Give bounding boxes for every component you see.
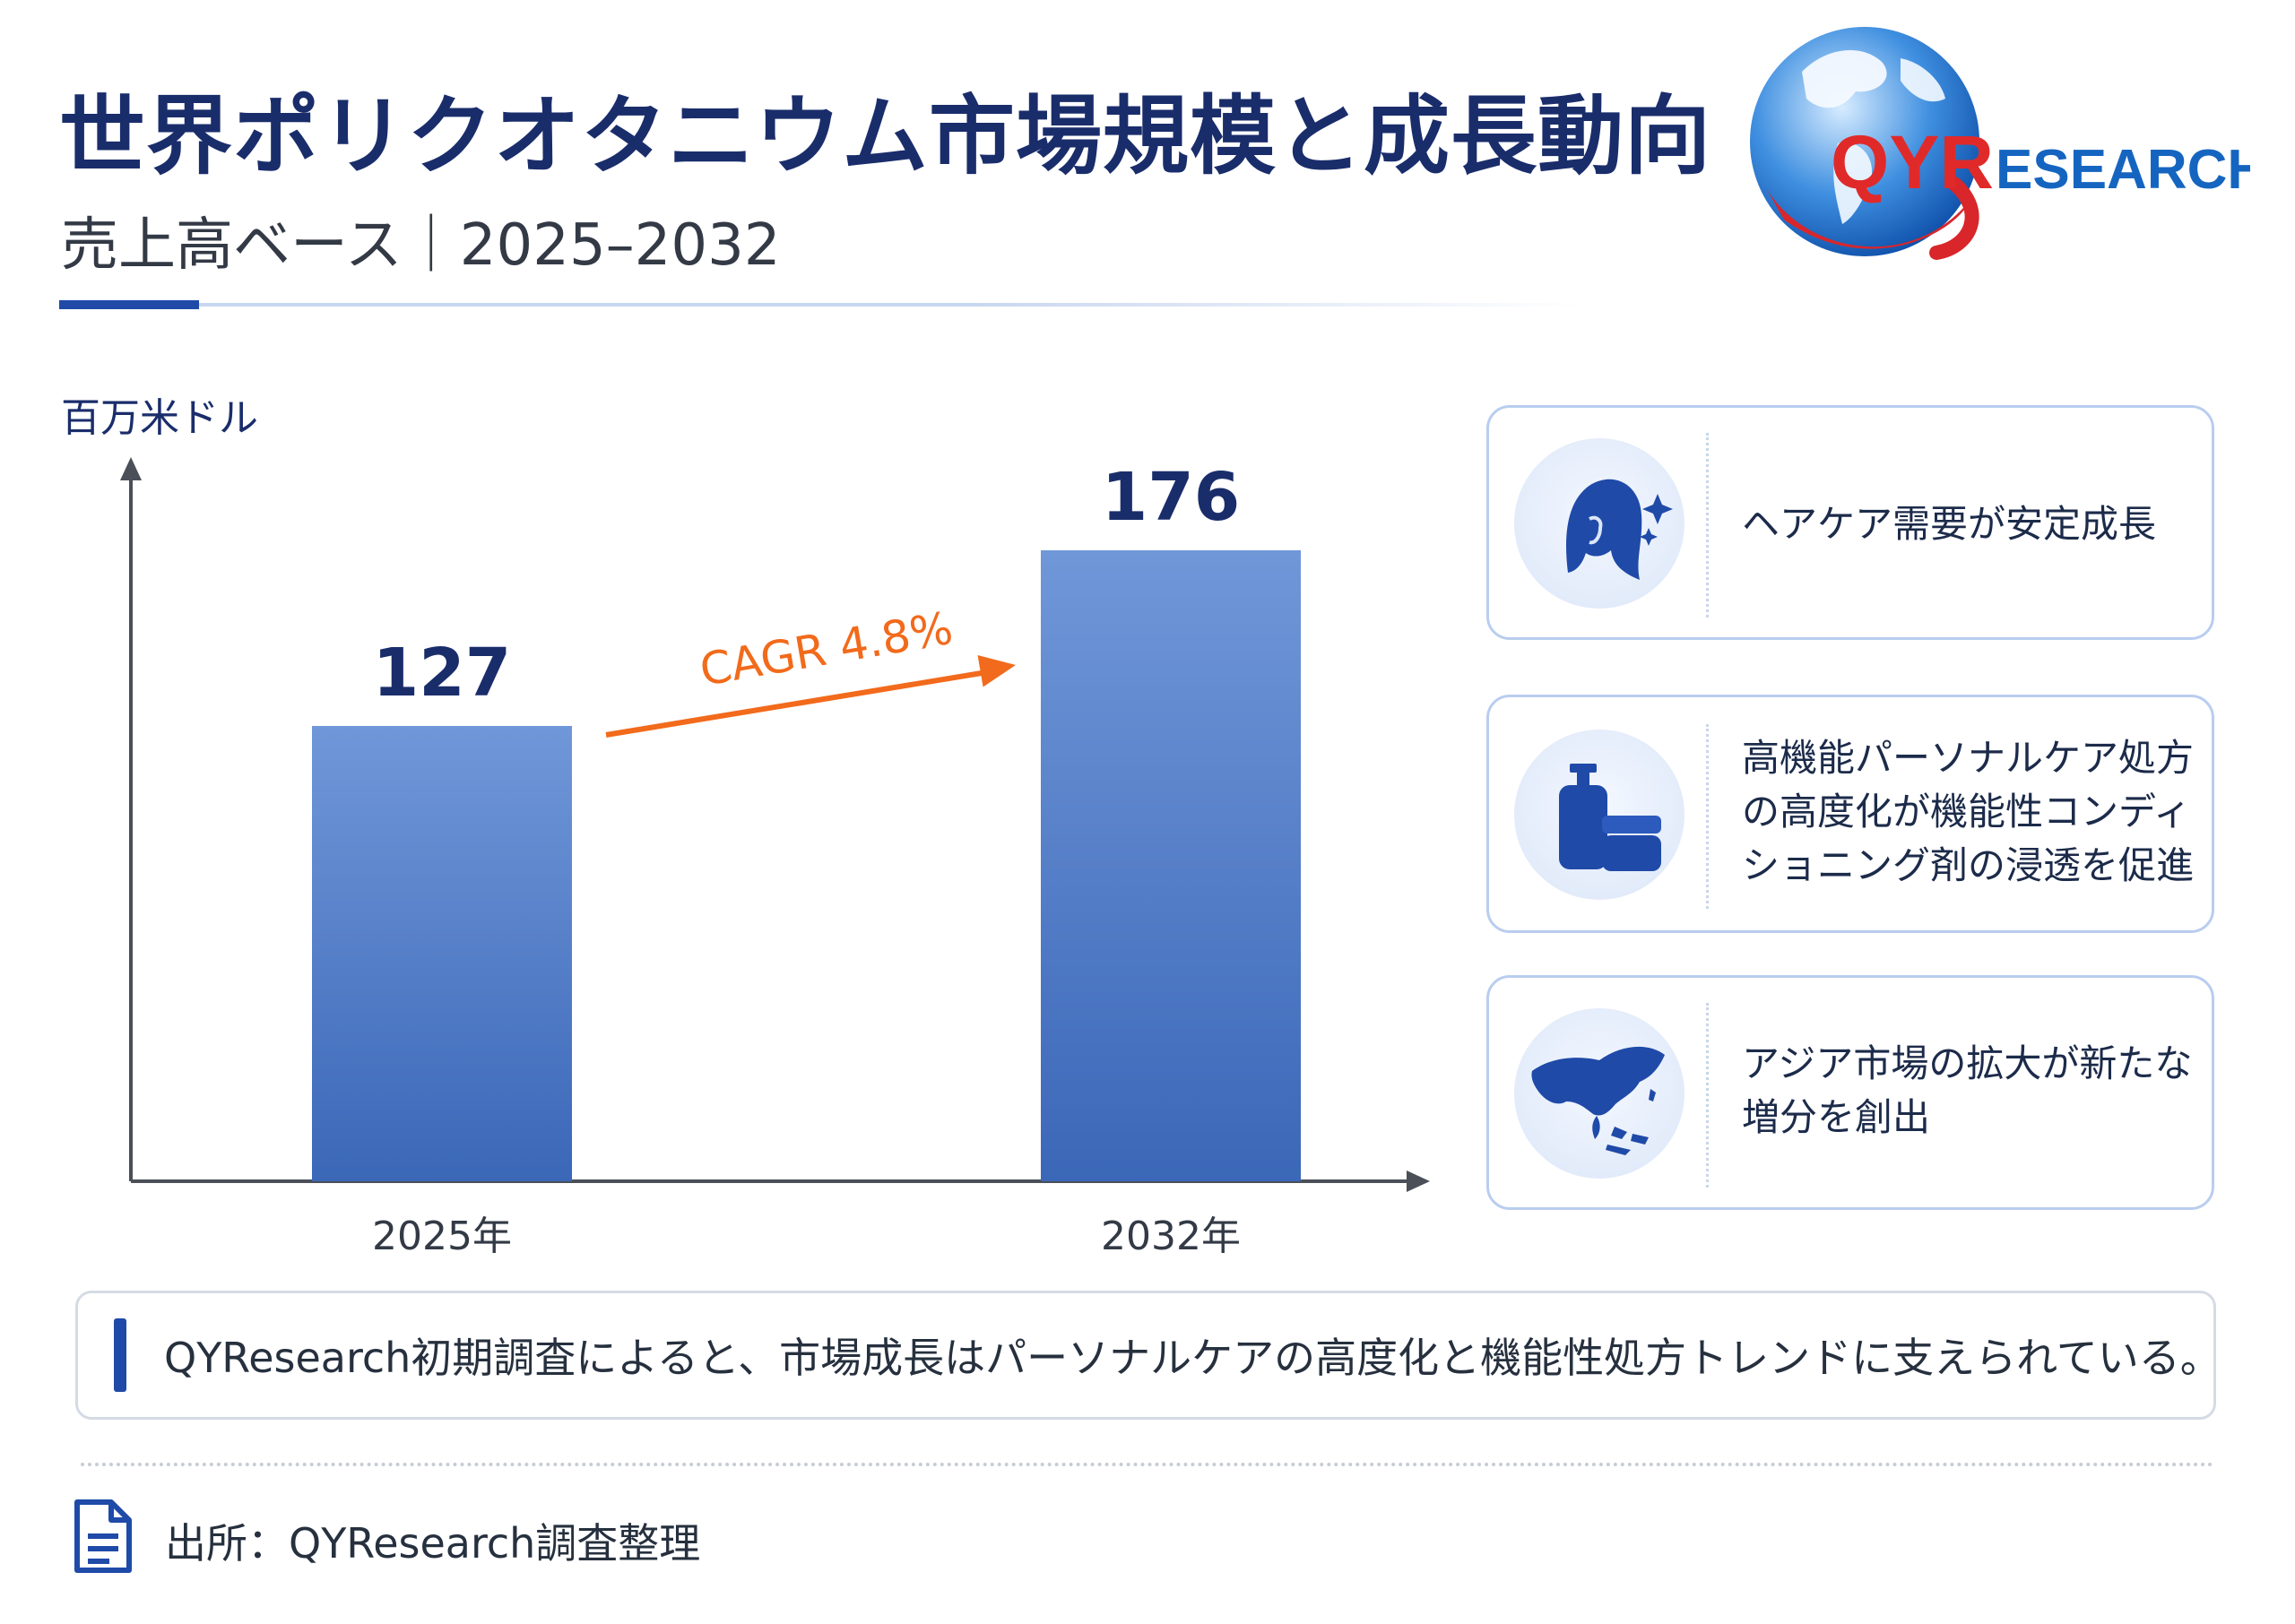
document-icon: [74, 1499, 132, 1573]
x-tick-label: 2032年: [1101, 1214, 1241, 1259]
page-title: 世界ポリクオタニウム市場規模と成長動向: [59, 86, 1711, 186]
data-label: 127: [373, 635, 511, 712]
bottle-jar-icon: [1514, 730, 1684, 900]
note-text: QYResearch初期調査によると、市場成長はパーソナルケアの高度化と機能性処…: [164, 1334, 2221, 1382]
card-text: ヘアケア需要が安定成長: [1742, 502, 2157, 546]
logo-text-qyr: QYR: [1831, 120, 1994, 204]
summary-note: QYResearch初期調査によると、市場成長はパーソナルケアの高度化と機能性処…: [75, 1291, 2221, 1420]
cagr-arrowhead: [977, 654, 1016, 687]
logo-text-esearch: ESEARCH: [1996, 139, 2250, 201]
card-text: 高機能パーソナルケア処方の高度化が機能性コンディショニング剤の浸透を促進: [1742, 736, 2195, 887]
insight-card-asia: アジア市場の拡大が新たな増分を創出: [1486, 975, 2214, 1210]
note-accent-bar: [114, 1318, 126, 1392]
page-subtitle: 売上高ベース｜2025–2032: [61, 212, 781, 279]
source-text: 出所：QYResearch調査整理: [165, 1519, 701, 1568]
qyresearch-logo: QYR ESEARCH: [1750, 27, 2250, 260]
y-axis-label: 百万米ドル: [61, 395, 258, 441]
footer-divider: [81, 1463, 2214, 1466]
y-axis-arrowhead: [120, 457, 142, 480]
insight-card-haircare: ヘアケア需要が安定成長: [1486, 405, 2214, 640]
bar-2032年: [1041, 550, 1301, 1181]
header-divider: [59, 303, 1583, 307]
cagr-arrow-line: [605, 668, 999, 738]
bar-2025年: [312, 726, 572, 1181]
x-tick-label: 2025年: [372, 1214, 512, 1259]
asia-map-icon: [1514, 1008, 1684, 1179]
data-label: 176: [1102, 459, 1240, 536]
insight-card-formulation: 高機能パーソナルケア処方の高度化が機能性コンディショニング剤の浸透を促進: [1486, 695, 2214, 933]
x-axis-arrowhead: [1407, 1170, 1430, 1192]
header-divider-accent: [59, 300, 199, 309]
card-text: アジア市場の拡大が新たな増分を創出: [1742, 1041, 2193, 1139]
hair-icon: [1514, 438, 1684, 609]
